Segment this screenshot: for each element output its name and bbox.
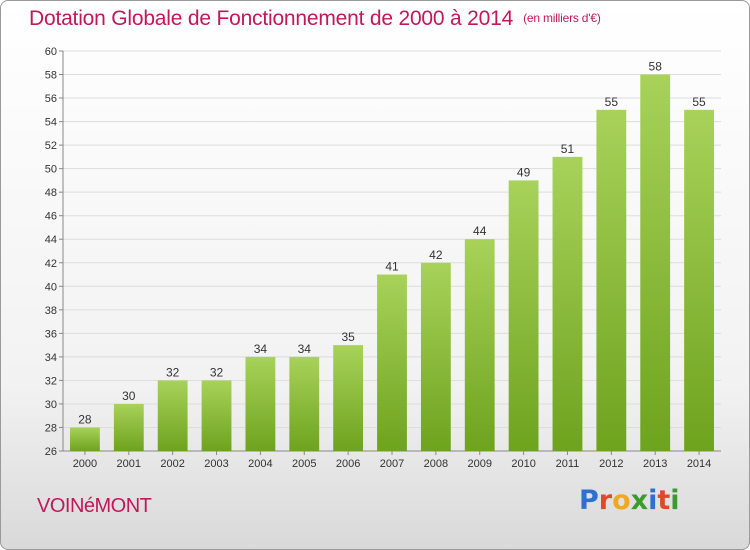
bar-2011 bbox=[552, 156, 583, 451]
bar-2013 bbox=[640, 74, 671, 451]
logo-letter: r bbox=[598, 485, 613, 516]
x-tick-label-2006: 2006 bbox=[336, 458, 360, 470]
x-tick-label-2002: 2002 bbox=[160, 458, 184, 470]
value-label-2010: 49 bbox=[517, 165, 531, 179]
y-tick-label: 54 bbox=[45, 117, 57, 129]
chart-title: Dotation Globale de Fonctionnement de 20… bbox=[29, 7, 601, 31]
bar-2002 bbox=[157, 380, 188, 451]
bars bbox=[70, 74, 714, 452]
y-tick-label: 38 bbox=[45, 305, 57, 317]
y-tick-label: 30 bbox=[45, 399, 57, 411]
value-label-2003: 32 bbox=[210, 365, 224, 379]
bar-2005 bbox=[289, 356, 320, 451]
value-label-2004: 34 bbox=[254, 342, 268, 356]
value-label-2012: 55 bbox=[605, 95, 619, 109]
value-label-2001: 30 bbox=[122, 389, 136, 403]
y-tick-label: 50 bbox=[45, 164, 57, 176]
x-tick-labels: 2000 2001 2002 2003 2004 2005 2006 2007 2008 2009… bbox=[73, 451, 711, 470]
chart-subtitle: (en milliers d'€) bbox=[523, 11, 601, 25]
commune-name: VOINéMONT bbox=[37, 495, 152, 517]
x-tick-label-2001: 2001 bbox=[117, 458, 141, 470]
y-tick-label: 58 bbox=[45, 70, 57, 82]
x-tick-label-2003: 2003 bbox=[204, 458, 228, 470]
y-tick-label: 40 bbox=[45, 281, 57, 293]
logo-letter: i bbox=[670, 485, 680, 516]
value-label-2000: 28 bbox=[78, 412, 92, 426]
bar-2003 bbox=[201, 380, 232, 451]
y-tick-label: 42 bbox=[45, 258, 57, 270]
y-tick-label: 60 bbox=[45, 46, 57, 58]
title-text: Dotation Globale de Fonctionnement de 20… bbox=[29, 7, 514, 30]
logo-letter: t bbox=[657, 485, 671, 516]
x-tick-label-2013: 2013 bbox=[643, 458, 667, 470]
y-tick-label: 44 bbox=[45, 234, 57, 246]
logo-letter: x bbox=[630, 485, 649, 516]
bar-2006 bbox=[333, 345, 364, 451]
value-labels: 28 30 32 32 34 34 35 41 42 44 49 51 55 58 55 bbox=[78, 60, 706, 427]
y-tick-label: 56 bbox=[45, 93, 57, 105]
x-tick-label-2005: 2005 bbox=[292, 458, 316, 470]
proxiti-logo: Proxiti bbox=[579, 485, 680, 516]
x-tick-label-2008: 2008 bbox=[424, 458, 448, 470]
bar-2000 bbox=[70, 427, 100, 451]
value-label-2011: 51 bbox=[561, 142, 575, 156]
bar-2010 bbox=[508, 180, 539, 452]
value-label-2009: 44 bbox=[473, 224, 487, 238]
y-tick-label: 26 bbox=[45, 446, 57, 458]
value-label-2008: 42 bbox=[429, 248, 443, 262]
logo-letter: o bbox=[612, 485, 631, 516]
value-label-2005: 34 bbox=[298, 342, 312, 356]
bar-2012 bbox=[596, 109, 627, 451]
y-tick-label: 32 bbox=[45, 375, 57, 387]
x-tick-label-2000: 2000 bbox=[73, 458, 97, 470]
x-tick-label-2010: 2010 bbox=[511, 458, 535, 470]
logo-letter: i bbox=[648, 485, 658, 516]
value-label-2006: 35 bbox=[341, 330, 355, 344]
value-label-2002: 32 bbox=[166, 365, 180, 379]
y-tick-label: 48 bbox=[45, 187, 57, 199]
value-label-2013: 58 bbox=[649, 60, 663, 74]
y-tick-label: 52 bbox=[45, 140, 57, 152]
x-tick-label-2009: 2009 bbox=[467, 458, 491, 470]
value-label-2014: 55 bbox=[692, 95, 706, 109]
bar-2009 bbox=[464, 239, 495, 451]
logo-letter: P bbox=[579, 485, 599, 516]
x-tick-label-2012: 2012 bbox=[599, 458, 623, 470]
x-tick-label-2014: 2014 bbox=[687, 458, 711, 470]
bar-2008 bbox=[420, 262, 451, 451]
x-tick-label-2011: 2011 bbox=[556, 458, 580, 470]
x-tick-label-2004: 2004 bbox=[248, 458, 272, 470]
y-tick-label: 46 bbox=[45, 211, 57, 223]
y-tick-label: 28 bbox=[45, 422, 57, 434]
value-label-2007: 41 bbox=[385, 260, 399, 274]
bar-2004 bbox=[245, 356, 276, 451]
y-tick-label: 34 bbox=[45, 352, 57, 364]
bar-2007 bbox=[377, 274, 407, 451]
y-tick-labels: 26 28 30 32 34 36 38 40 42 44 46 48 50 52 54 56 58 60 bbox=[45, 46, 57, 458]
bar-2001 bbox=[113, 403, 144, 451]
bar-2014 bbox=[684, 109, 714, 451]
y-tick-label: 36 bbox=[45, 328, 57, 340]
x-tick-label-2007: 2007 bbox=[380, 458, 404, 470]
